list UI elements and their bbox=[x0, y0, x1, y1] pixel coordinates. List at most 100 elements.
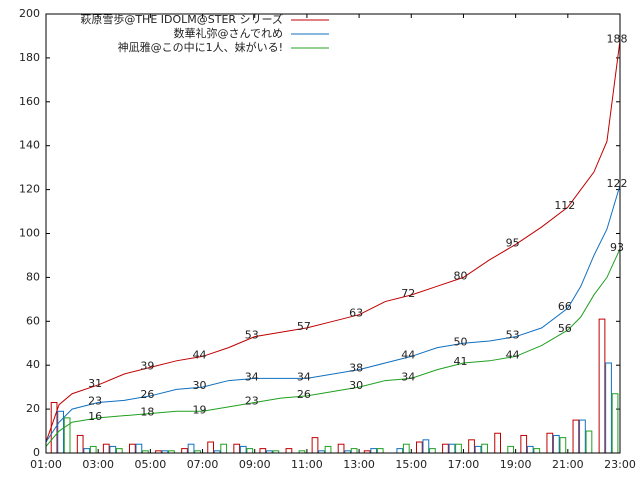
count-bar bbox=[507, 445, 515, 454]
y-tick-label: 60 bbox=[26, 314, 40, 327]
count-bar bbox=[311, 437, 319, 454]
y-tick-label: 120 bbox=[19, 183, 40, 196]
data-label: 44 bbox=[401, 348, 415, 361]
count-bar bbox=[474, 445, 482, 454]
x-tick-label: 05:00 bbox=[135, 458, 167, 471]
data-label: 30 bbox=[349, 379, 363, 392]
count-bar bbox=[285, 448, 293, 454]
data-label: 34 bbox=[401, 370, 415, 383]
y-tick-label: 180 bbox=[19, 51, 40, 64]
data-label: 38 bbox=[349, 362, 363, 375]
data-label: 44 bbox=[193, 348, 207, 361]
count-bar bbox=[187, 443, 195, 454]
count-bar bbox=[559, 437, 567, 454]
x-tick-label: 17:00 bbox=[448, 458, 480, 471]
count-bar bbox=[585, 430, 593, 454]
data-label: 30 bbox=[193, 379, 207, 392]
y-tick-label: 80 bbox=[26, 270, 40, 283]
count-bar bbox=[376, 448, 384, 454]
data-label: 44 bbox=[506, 348, 520, 361]
count-bar bbox=[83, 448, 91, 454]
x-tick-label: 13:00 bbox=[343, 458, 375, 471]
count-bar bbox=[350, 448, 358, 454]
count-bar bbox=[442, 443, 449, 454]
data-label: 112 bbox=[554, 199, 575, 212]
count-bar bbox=[415, 441, 423, 454]
line bbox=[45, 40, 621, 443]
data-label: 72 bbox=[401, 287, 415, 300]
count-bar bbox=[239, 445, 247, 454]
count-bar bbox=[220, 443, 228, 454]
count-bar bbox=[324, 445, 332, 454]
data-label: 66 bbox=[558, 300, 572, 313]
line bbox=[45, 248, 621, 447]
count-bar bbox=[605, 362, 612, 454]
count-bar bbox=[448, 443, 456, 454]
legend-label: 数華礼弥@さんでれめ bbox=[174, 26, 283, 40]
legend-label: 萩原雪歩@THE IDOLM@STER シリーズ bbox=[80, 12, 283, 26]
count-bar bbox=[115, 448, 123, 454]
data-label: 53 bbox=[506, 329, 520, 342]
count-bar bbox=[552, 434, 560, 454]
x-tick-label: 19:00 bbox=[500, 458, 532, 471]
count-bar bbox=[246, 448, 254, 454]
data-label: 80 bbox=[453, 269, 467, 282]
count-bar bbox=[468, 439, 475, 454]
count-bar bbox=[396, 448, 404, 454]
count-bar bbox=[109, 445, 117, 454]
count-bar bbox=[233, 443, 241, 454]
count-bar bbox=[422, 439, 430, 454]
data-label: 122 bbox=[607, 177, 628, 190]
y-tick-label: 100 bbox=[19, 227, 40, 240]
count-bar bbox=[102, 443, 110, 454]
y-tick-label: 140 bbox=[19, 139, 40, 152]
count-bar bbox=[611, 393, 619, 454]
count-bar bbox=[370, 448, 378, 454]
x-tick-label: 07:00 bbox=[187, 458, 219, 471]
x-tick-label: 11:00 bbox=[291, 458, 323, 471]
data-label: 19 bbox=[193, 403, 207, 416]
y-tick-label: 0 bbox=[33, 446, 40, 459]
count-bar bbox=[598, 318, 606, 454]
data-label: 34 bbox=[297, 370, 311, 383]
data-label: 57 bbox=[297, 320, 311, 333]
data-label: 50 bbox=[453, 335, 467, 348]
data-label: 23 bbox=[88, 395, 102, 408]
count-bar bbox=[63, 417, 71, 454]
y-tick-label: 200 bbox=[19, 7, 40, 20]
count-bar bbox=[128, 443, 136, 454]
data-label: 26 bbox=[140, 388, 154, 401]
count-bar bbox=[402, 443, 410, 454]
data-label: 95 bbox=[506, 236, 520, 249]
count-bar bbox=[50, 402, 58, 454]
count-bar bbox=[572, 419, 580, 454]
count-bar bbox=[207, 441, 215, 454]
data-label: 31 bbox=[88, 377, 102, 390]
data-label: 63 bbox=[349, 307, 363, 320]
data-label: 18 bbox=[140, 405, 154, 418]
count-bar bbox=[135, 443, 143, 454]
count-bar bbox=[533, 448, 541, 454]
count-bar bbox=[494, 432, 502, 454]
data-label: 23 bbox=[245, 395, 259, 408]
data-label: 188 bbox=[607, 32, 628, 45]
data-label: 39 bbox=[140, 359, 154, 372]
count-bar bbox=[520, 434, 528, 454]
data-label: 26 bbox=[297, 388, 311, 401]
data-label: 16 bbox=[88, 410, 102, 423]
count-bar bbox=[259, 448, 267, 454]
count-bar bbox=[76, 434, 84, 454]
count-bar bbox=[481, 443, 488, 454]
legend-label: 神凪雅@この中に1人、妹がいる! bbox=[118, 40, 283, 54]
line bbox=[45, 185, 621, 443]
count-bar bbox=[455, 443, 462, 454]
y-tick-label: 20 bbox=[26, 402, 40, 415]
count-bar bbox=[579, 419, 586, 454]
count-bar bbox=[429, 448, 436, 454]
x-tick-label: 09:00 bbox=[239, 458, 271, 471]
data-label: 93 bbox=[610, 241, 624, 254]
x-tick-label: 03:00 bbox=[82, 458, 114, 471]
data-label: 41 bbox=[453, 355, 467, 368]
